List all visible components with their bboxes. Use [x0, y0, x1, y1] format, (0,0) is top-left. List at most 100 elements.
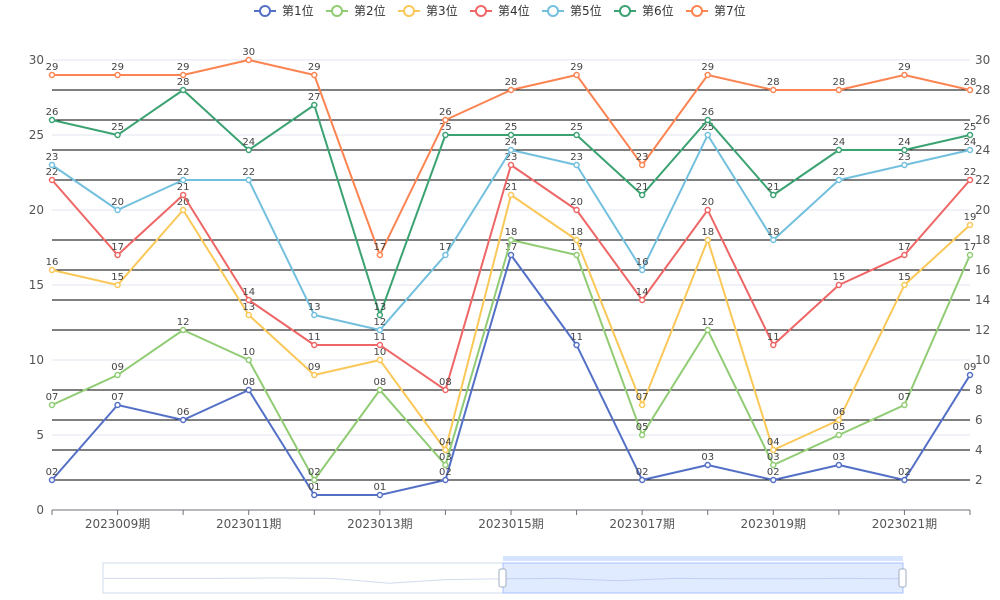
legend-item[interactable]: 第2位: [326, 3, 386, 18]
data-label: 25: [111, 122, 124, 133]
data-label: 29: [570, 62, 583, 73]
data-point: [966, 131, 974, 139]
legend-item[interactable]: 第5位: [542, 3, 602, 18]
data-point: [966, 251, 974, 259]
data-point: [114, 281, 121, 289]
data-label: 18: [570, 227, 583, 238]
data-label: 07: [46, 392, 59, 403]
data-point: [442, 461, 449, 469]
data-label: 24: [505, 137, 518, 148]
data-label: 26: [701, 107, 714, 118]
legend-item[interactable]: 第6位: [614, 3, 674, 18]
zoom-handle-right[interactable]: [898, 568, 907, 588]
data-label: 23: [898, 152, 911, 163]
legend-item[interactable]: 第1位: [254, 3, 314, 18]
data-point: [311, 311, 318, 319]
data-point: [245, 56, 252, 64]
data-point: [48, 71, 56, 79]
legend-item[interactable]: 第7位: [686, 3, 746, 18]
data-point: [114, 206, 121, 214]
data-label: 16: [636, 257, 649, 268]
zoom-move-bar[interactable]: [503, 556, 903, 561]
data-point: [114, 71, 121, 79]
data-label: 02: [767, 467, 780, 478]
data-point: [376, 341, 384, 349]
legend-item[interactable]: 第4位: [470, 3, 530, 18]
data-label: 11: [570, 332, 583, 343]
data-label: 10: [373, 347, 386, 358]
data-label: 15: [832, 272, 845, 283]
data-label: 16: [46, 257, 59, 268]
data-label: 30: [242, 47, 255, 58]
data-label: 04: [439, 437, 452, 448]
y-right-tick-label: 8: [975, 383, 983, 397]
data-label: 17: [505, 242, 518, 253]
data-label: 18: [767, 227, 780, 238]
zoom-handle-left[interactable]: [498, 568, 507, 588]
x-tick-label: 2023021期: [872, 517, 937, 531]
data-label: 02: [898, 467, 911, 478]
data-point: [245, 176, 252, 184]
data-label: 06: [177, 407, 190, 418]
data-label: 29: [46, 62, 59, 73]
y-left-tick-label: 15: [29, 278, 44, 292]
data-point: [48, 266, 56, 274]
y-right-tick-label: 20: [975, 203, 990, 217]
y-right-tick-label: 6: [975, 413, 983, 427]
data-point: [573, 206, 580, 214]
data-label: 05: [832, 422, 845, 433]
data-label: 06: [832, 407, 845, 418]
data-label: 21: [767, 182, 780, 193]
data-point: [179, 176, 187, 184]
data-label: 09: [964, 362, 977, 373]
data-point: [770, 191, 777, 199]
data-label: 02: [46, 467, 59, 478]
x-tick-label: 2023015期: [478, 517, 543, 531]
data-point: [507, 236, 515, 244]
data-label: 07: [111, 392, 124, 403]
data-label: 19: [964, 212, 977, 223]
legend-label: 第3位: [426, 3, 458, 18]
legend-label: 第2位: [354, 3, 386, 18]
series-5: 23 20 22 22 13 12 17 24 23 16 25 18 22 23 24: [46, 122, 976, 334]
data-point: [704, 206, 711, 214]
data-label: 15: [111, 272, 124, 283]
data-zoom-slider[interactable]: [102, 556, 907, 594]
data-point: [573, 71, 580, 79]
data-point: [48, 176, 56, 184]
data-label: 20: [177, 197, 190, 208]
data-point: [311, 101, 318, 109]
data-point: [442, 116, 449, 124]
data-label: 26: [46, 107, 59, 118]
y-right-tick-label: 10: [975, 353, 990, 367]
data-label: 08: [373, 377, 386, 388]
y-left-tick-label: 0: [36, 503, 44, 517]
data-point: [573, 236, 580, 244]
data-point: [573, 131, 580, 139]
data-point: [966, 176, 974, 184]
y-left-tick-label: 30: [29, 53, 44, 67]
legend-item[interactable]: 第3位: [398, 3, 458, 18]
data-label: 21: [636, 182, 649, 193]
data-label: 25: [964, 122, 977, 133]
data-label: 04: [767, 437, 780, 448]
data-point: [704, 461, 711, 469]
zoom-selected-range[interactable]: [502, 562, 904, 594]
data-point: [770, 461, 777, 469]
data-point: [638, 431, 646, 439]
data-point: [901, 71, 908, 79]
data-point: [704, 131, 711, 139]
legend: 第1位 第2位 第3位 第4位 第5位 第6位 第7位: [254, 3, 746, 18]
data-label: 27: [308, 92, 321, 103]
y-right-tick-label: 14: [975, 293, 990, 307]
legend-label: 第6位: [642, 3, 674, 18]
data-label: 05: [636, 422, 649, 433]
data-point: [573, 341, 580, 349]
data-label: 29: [898, 62, 911, 73]
data-label: 29: [701, 62, 714, 73]
data-point: [442, 131, 449, 139]
data-point: [311, 476, 318, 484]
data-label: 17: [439, 242, 452, 253]
